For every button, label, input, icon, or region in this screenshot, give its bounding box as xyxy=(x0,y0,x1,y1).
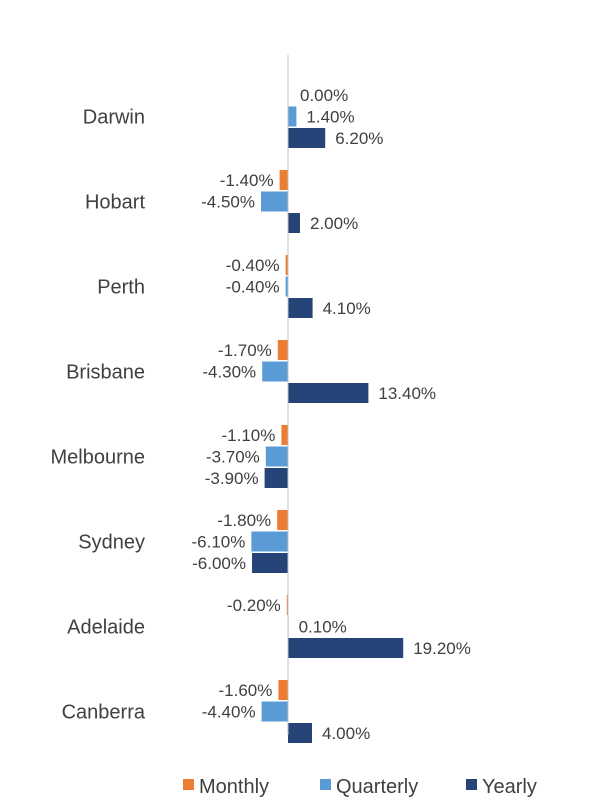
data-label-quarterly-perth: -0.40% xyxy=(226,278,280,297)
data-label-yearly-perth: 4.10% xyxy=(323,299,371,318)
labels-group: Darwin 0.00% 1.40% 6.20% Hobart -1.40% -4.50% 2… xyxy=(50,86,470,743)
data-label-yearly-hobart: 2.00% xyxy=(310,214,358,233)
legend-swatch-yearly xyxy=(466,779,477,790)
bar-yearly-melbourne xyxy=(264,468,288,488)
data-label-quarterly-adelaide: 0.10% xyxy=(299,618,347,637)
bar-monthly-canberra xyxy=(278,680,288,700)
data-label-monthly-sydney: -1.80% xyxy=(217,511,271,530)
bar-monthly-melbourne xyxy=(281,425,288,445)
data-label-quarterly-sydney: -6.10% xyxy=(192,533,246,552)
category-label-sydney: Sydney xyxy=(78,532,145,554)
bar-monthly-sydney xyxy=(277,510,288,530)
legend-label-yearly: Yearly xyxy=(482,776,537,798)
data-label-monthly-canberra: -1.60% xyxy=(219,681,273,700)
bar-yearly-darwin xyxy=(288,128,326,148)
bar-monthly-perth xyxy=(285,255,288,275)
data-label-yearly-adelaide: 19.20% xyxy=(413,639,471,658)
bar-monthly-brisbane xyxy=(277,340,288,360)
data-label-yearly-melbourne: -3.90% xyxy=(205,469,259,488)
legend-swatch-monthly xyxy=(183,779,194,790)
legend-label-monthly: Monthly xyxy=(199,776,269,798)
category-label-melbourne: Melbourne xyxy=(50,447,145,469)
bar-quarterly-hobart xyxy=(261,191,288,212)
bar-quarterly-sydney xyxy=(251,531,288,552)
bar-quarterly-brisbane xyxy=(262,361,288,382)
legend: Monthly Quarterly Yearly xyxy=(183,776,537,798)
bar-monthly-hobart xyxy=(279,170,288,190)
data-label-monthly-melbourne: -1.10% xyxy=(222,426,276,445)
bar-yearly-brisbane xyxy=(288,383,369,403)
data-label-quarterly-melbourne: -3.70% xyxy=(206,448,260,467)
bar-yearly-adelaide xyxy=(288,638,404,658)
data-label-quarterly-darwin: 1.40% xyxy=(306,108,354,127)
legend-label-quarterly: Quarterly xyxy=(336,776,418,798)
bar-yearly-sydney xyxy=(252,553,288,573)
category-label-darwin: Darwin xyxy=(83,107,145,129)
category-label-brisbane: Brisbane xyxy=(66,362,145,384)
data-label-yearly-darwin: 6.20% xyxy=(335,129,383,148)
data-label-yearly-brisbane: 13.40% xyxy=(378,384,436,403)
data-label-monthly-perth: -0.40% xyxy=(226,256,280,275)
data-label-yearly-sydney: -6.00% xyxy=(192,554,246,573)
data-label-yearly-canberra: 4.00% xyxy=(322,724,370,743)
bar-quarterly-perth xyxy=(285,276,288,297)
category-label-hobart: Hobart xyxy=(85,192,145,214)
data-label-quarterly-brisbane: -4.30% xyxy=(202,363,256,382)
bar-quarterly-darwin xyxy=(288,106,297,127)
data-label-monthly-adelaide: -0.20% xyxy=(227,596,281,615)
data-label-quarterly-canberra: -4.40% xyxy=(202,703,256,722)
bar-yearly-hobart xyxy=(288,213,300,233)
data-label-monthly-hobart: -1.40% xyxy=(220,171,274,190)
bar-monthly-adelaide xyxy=(286,595,288,615)
legend-swatch-quarterly xyxy=(320,779,331,790)
bar-quarterly-melbourne xyxy=(265,446,288,467)
category-label-perth: Perth xyxy=(97,277,145,299)
category-label-adelaide: Adelaide xyxy=(67,617,145,639)
data-label-monthly-brisbane: -1.70% xyxy=(218,341,272,360)
bar-quarterly-canberra xyxy=(261,701,288,722)
bar-yearly-perth xyxy=(288,298,313,318)
data-label-quarterly-hobart: -4.50% xyxy=(201,193,255,212)
bar-yearly-canberra xyxy=(288,723,312,743)
data-label-monthly-darwin: 0.00% xyxy=(300,86,348,105)
bars-group xyxy=(251,106,404,743)
category-label-canberra: Canberra xyxy=(62,702,146,724)
